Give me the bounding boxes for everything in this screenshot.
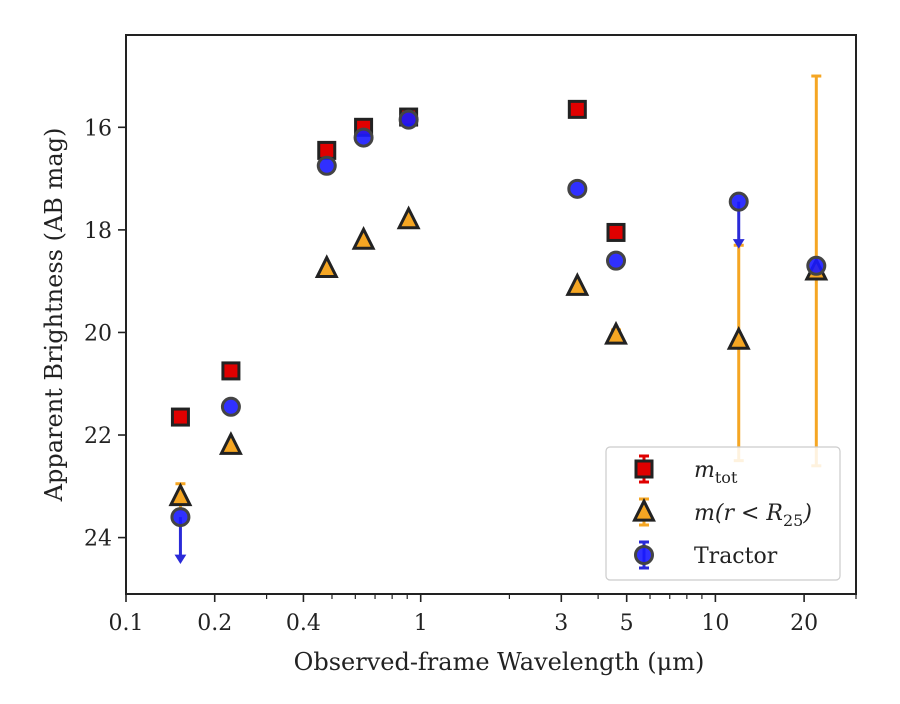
point-circle-1 (220, 396, 241, 417)
point-triangle-4 (396, 205, 421, 230)
point-circle-5 (567, 178, 588, 199)
x-tick-label: 20 (790, 611, 818, 636)
legend-marker-circle (634, 545, 654, 565)
x-tick-label: 10 (701, 611, 729, 636)
point-circle-2 (316, 155, 337, 176)
x-tick-label: 0.2 (197, 611, 232, 636)
x-tick-label: 1 (414, 611, 428, 636)
legend-label: m(r < R25) (694, 501, 812, 530)
legend-marker-triangle (632, 497, 656, 522)
point-circle-6 (606, 250, 627, 271)
x-tick-label: 3 (554, 611, 568, 636)
y-tick-label: 16 (84, 116, 112, 141)
upper-limit-arrowhead (732, 239, 745, 249)
point-circle-0 (170, 507, 191, 528)
legend-label: mtot (694, 458, 738, 487)
plot-frame (125, 34, 857, 595)
legend-marker-square (634, 459, 654, 479)
point-triangle-5 (565, 272, 590, 296)
point-square-0 (170, 407, 190, 427)
x-axis-label: Observed-frame Wavelength (μm) (294, 648, 705, 676)
legend-label: Tractor (694, 544, 778, 569)
y-axis-label: Apparent Brightness (AB mag) (40, 128, 68, 503)
point-circle-3 (353, 127, 374, 148)
x-tick-label: 0.4 (286, 611, 321, 636)
x-tick-label: 0.1 (109, 611, 144, 636)
point-triangle-2 (314, 254, 339, 278)
point-triangle-3 (351, 225, 376, 250)
y-tick-label: 18 (84, 219, 112, 244)
point-circle-7 (728, 191, 749, 212)
point-square-6 (606, 222, 626, 242)
x-tick-label: 5 (620, 611, 634, 636)
point-circle-4 (398, 109, 419, 130)
upper-limit-arrowhead (174, 554, 187, 565)
point-triangle-0 (168, 482, 193, 507)
y-tick-label: 20 (84, 321, 112, 346)
point-circle-8 (806, 255, 827, 276)
y-tick-label: 24 (84, 527, 112, 552)
point-square-1 (221, 361, 241, 381)
legend-box (605, 446, 841, 581)
point-triangle-1 (218, 431, 243, 455)
y-tick-label: 22 (84, 424, 112, 449)
point-square-5 (567, 99, 587, 119)
point-triangle-6 (604, 320, 628, 345)
point-triangle-7 (726, 326, 751, 350)
